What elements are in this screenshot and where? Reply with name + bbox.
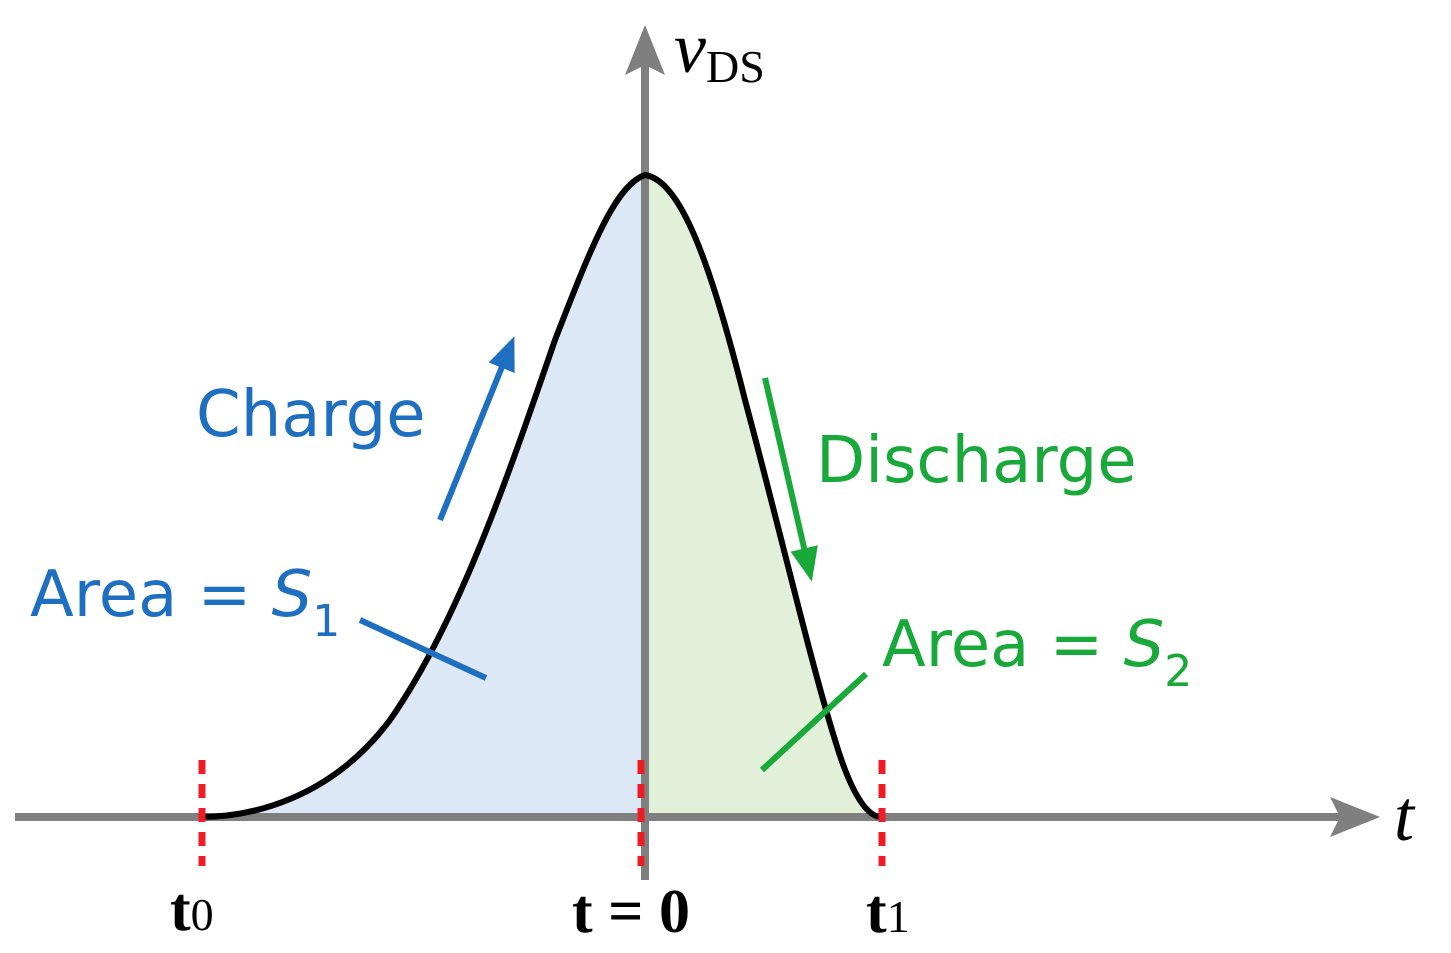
- vds-axis-arrowhead: [625, 25, 665, 75]
- t1-tick-sub: 1: [887, 891, 910, 942]
- vds-axis-label-sub: DS: [706, 41, 765, 92]
- area1-sub: 1: [312, 596, 340, 647]
- charge-label: Charge: [196, 378, 426, 452]
- area2-var: S: [1124, 608, 1165, 682]
- area2-sub: 2: [1164, 646, 1192, 697]
- t-axis-label: t: [1394, 776, 1416, 856]
- area1-label: Area = S1: [30, 558, 340, 647]
- vds-axis-label: vDS: [674, 8, 765, 92]
- area1-prefix: Area =: [30, 558, 272, 632]
- area1-leader: [358, 617, 488, 681]
- t0-tick-label: t0: [170, 876, 214, 944]
- t1-tick-label: t1: [866, 878, 910, 946]
- vds-axis-label-main: v: [674, 8, 706, 88]
- discharge-arrow: [762, 377, 818, 582]
- area2-leader: [759, 671, 869, 773]
- area1-var: S: [272, 558, 313, 632]
- charge-area-fill: [200, 175, 645, 817]
- t0-tick-sub: 0: [191, 889, 214, 940]
- discharge-label: Discharge: [816, 424, 1137, 498]
- area2-label: Area = S2: [882, 608, 1192, 697]
- origin-tick-label: t = 0: [572, 878, 690, 946]
- t0-tick-main: t: [170, 876, 191, 944]
- discharge-area-fill: [645, 175, 880, 817]
- t-axis-arrowhead: [1330, 797, 1380, 837]
- t1-tick-main: t: [866, 878, 887, 946]
- area2-prefix: Area =: [882, 608, 1124, 682]
- vds-curve: [199, 171, 881, 820]
- charge-arrow: [437, 336, 515, 522]
